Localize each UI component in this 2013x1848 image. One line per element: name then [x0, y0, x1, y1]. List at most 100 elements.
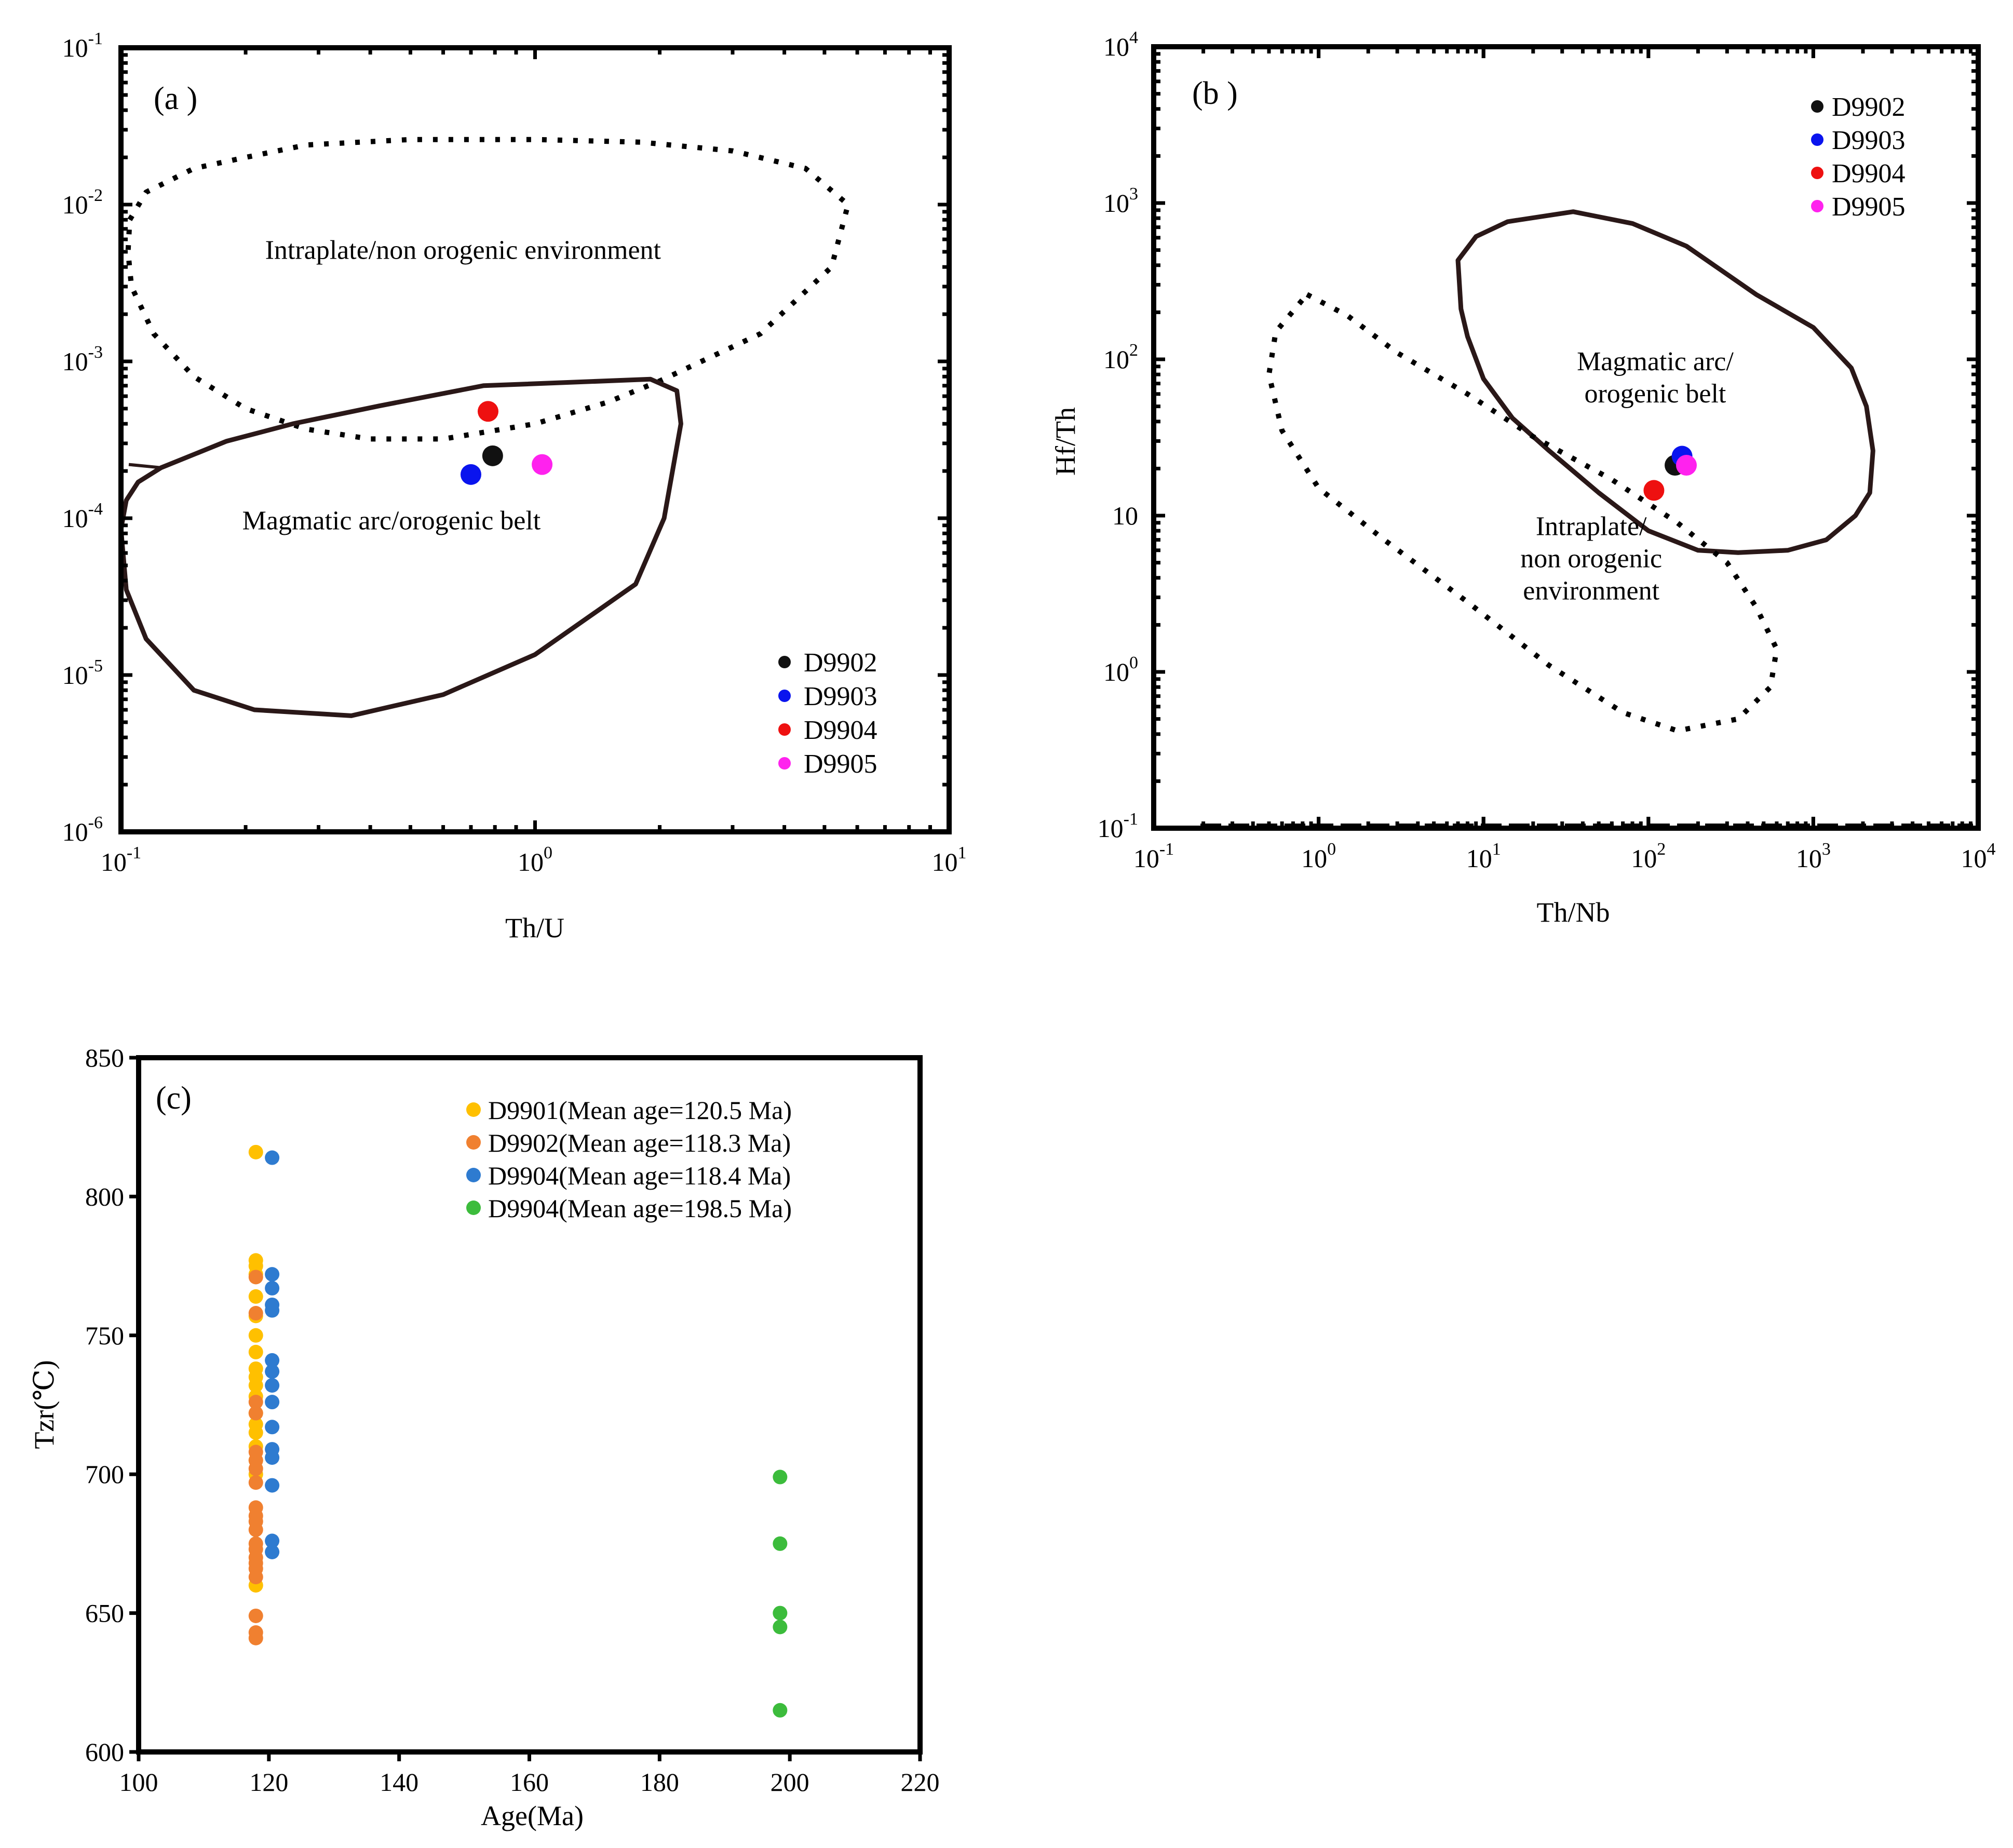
panel-c-point-series-2 — [265, 1353, 280, 1368]
panel-a-x-tick-label: 10-1 — [101, 843, 141, 876]
panel-b-y-tick-label: 100 — [1103, 653, 1138, 686]
panel-c-xlabel: Age(Ma) — [481, 1800, 584, 1831]
panel-a-y-tick-label: 10-1 — [62, 29, 103, 62]
panel-a-region-1 — [118, 376, 683, 718]
panel-a-y-tick-label: 10-2 — [62, 186, 103, 219]
panel-c-point-series-2 — [265, 1478, 280, 1493]
panel-b-x-tick-label: 103 — [1796, 840, 1831, 873]
panel-a-legend-marker — [778, 723, 791, 736]
panel-a-legend-label: D9905 — [804, 749, 877, 779]
panel-c-label: (c) — [156, 1081, 192, 1116]
panel-b-legend-marker — [1811, 200, 1823, 212]
panel-c-point-series-3 — [773, 1469, 788, 1485]
panel-a-legend: D9902 D9903 D9904 D9905 — [778, 648, 877, 779]
panel-c-point-series-2 — [265, 1533, 280, 1548]
panel-c-point-series-1 — [248, 1270, 263, 1285]
panel-a-xlabel: Th/U — [505, 912, 564, 943]
panel-c: 100 120 140 160 180 200 220600650700750800850 … — [29, 1043, 940, 1831]
panel-c-point-series-1 — [248, 1630, 263, 1645]
panel-c-x-tick-label: 180 — [640, 1768, 679, 1797]
panel-c-y-tick-label: 850 — [85, 1043, 124, 1072]
panel-b-x-tick-label: 102 — [1631, 840, 1666, 873]
panel-c-point-series-0 — [248, 1328, 263, 1343]
panel-b-legend-label: D9903 — [1832, 126, 1906, 155]
panel-c-legend-label: D9901(Mean age=120.5 Ma) — [488, 1096, 792, 1125]
panel-c-point-series-2 — [265, 1280, 280, 1296]
panel-a-x-tick-label: 101 — [932, 843, 967, 876]
panel-c-point-series-1 — [248, 1475, 263, 1490]
panel-c-point-series-0 — [248, 1344, 263, 1359]
panel-b-legend: D9902 D9903 D9904 D9905 — [1811, 92, 1906, 222]
panel-a-y-tick-label: 10-3 — [62, 343, 103, 376]
panel-c-y-tick-label: 800 — [85, 1182, 124, 1211]
panel-b-legend-marker — [1811, 100, 1823, 113]
panel-a-legend-label: D9903 — [804, 682, 877, 711]
panel-c-point-series-2 — [265, 1450, 280, 1465]
panel-a-legend-label: D9904 — [804, 716, 877, 745]
panel-c-point-series-2 — [265, 1364, 280, 1379]
panel-c-point-series-1 — [248, 1395, 263, 1410]
panel-b-region-label: environment — [1523, 576, 1659, 606]
panel-c-frame — [136, 1055, 923, 1755]
panel-c-legend-marker — [466, 1168, 481, 1182]
panel-b-x-tick-label: 10-1 — [1133, 840, 1174, 873]
panel-a-legend-label: D9902 — [804, 648, 877, 678]
panel-c-point-series-3 — [773, 1606, 788, 1621]
panel-c-x-tick-label: 160 — [510, 1768, 549, 1797]
panel-c-y-tick-label: 750 — [85, 1321, 124, 1350]
panel-c-legend-label: D9902(Mean age=118.3 Ma) — [488, 1128, 791, 1157]
panel-a-point-d9902 — [482, 445, 503, 466]
panel-a-legend-marker — [778, 690, 791, 702]
panel-a-legend-marker — [778, 757, 791, 770]
panel-c-point-series-2 — [265, 1544, 280, 1559]
panel-b-frame — [1151, 44, 1981, 831]
panel-b-point-d9904 — [1643, 480, 1665, 501]
panel-a-frame — [118, 45, 952, 834]
panel-b-point-d9905 — [1676, 455, 1697, 476]
panel-a-legend-marker — [778, 656, 791, 668]
panel-a-point-d9905 — [532, 454, 553, 475]
panel-c-y-tick-label: 650 — [85, 1599, 124, 1628]
panel-c-x-tick-label: 220 — [901, 1768, 940, 1797]
panel-a-point-d9903 — [460, 464, 481, 485]
panel-b-x-tick-label: 100 — [1301, 840, 1336, 873]
panel-c-x-tick-label: 200 — [771, 1768, 809, 1797]
panel-b-region-label: Intraplate/ — [1536, 512, 1647, 542]
panel-c-point-series-0 — [248, 1425, 263, 1440]
panel-b-y-tick-label: 103 — [1103, 184, 1138, 218]
panel-b-ylabel: Hf/Th — [1050, 407, 1081, 476]
panel-c-legend: D9901(Mean age=120.5 Ma) D9902(Mean age=1… — [466, 1096, 792, 1223]
panel-c-point-series-2 — [265, 1395, 280, 1410]
panel-a-region-0 — [125, 137, 851, 442]
panel-c-point-series-1 — [248, 1570, 263, 1585]
panel-b: Magmatic arc/orogenic belt Intraplate/non… — [1050, 28, 1996, 928]
panel-c-x-tick-label: 140 — [380, 1768, 418, 1797]
panel-b-y-tick-label: 104 — [1103, 28, 1138, 61]
panel-c-point-series-1 — [248, 1522, 263, 1537]
panel-c-point-series-2 — [265, 1150, 280, 1165]
panel-c-legend-label: D9904(Mean age=198.5 Ma) — [488, 1194, 792, 1223]
panel-a-y-tick-label: 10-6 — [62, 813, 103, 846]
panel-b-y-tick-label: 102 — [1103, 341, 1138, 374]
panel-c-point-series-0 — [248, 1289, 263, 1304]
panel-b-y-tick-label: 10-1 — [1098, 810, 1138, 843]
panel-c-point-series-1 — [248, 1608, 263, 1623]
panel-c-point-series-3 — [773, 1536, 788, 1551]
panel-c-point-series-0 — [248, 1144, 263, 1159]
panel-c-x-tick-label: 120 — [249, 1768, 288, 1797]
panel-a-x-tick-label: 100 — [518, 843, 552, 876]
panel-c-legend-marker — [466, 1135, 481, 1150]
panel-c-point-series-1 — [248, 1461, 263, 1476]
panel-b-legend-marker — [1811, 133, 1823, 146]
panel-c-point-series-1 — [248, 1406, 263, 1421]
panel-a-region-label: Intraplate/non orogenic environment — [265, 236, 661, 265]
panel-b-legend-label: D9905 — [1832, 192, 1906, 222]
panel-a-label: (a ) — [154, 81, 197, 116]
panel-b-legend-label: D9904 — [1832, 159, 1906, 188]
panel-c-point-series-2 — [265, 1378, 280, 1393]
panel-c-y-tick-label: 600 — [85, 1737, 124, 1766]
panel-b-x-tick-label: 101 — [1466, 840, 1501, 873]
panel-b-region-label: non orogenic — [1520, 544, 1662, 574]
panel-a-point-d9904 — [477, 401, 498, 422]
